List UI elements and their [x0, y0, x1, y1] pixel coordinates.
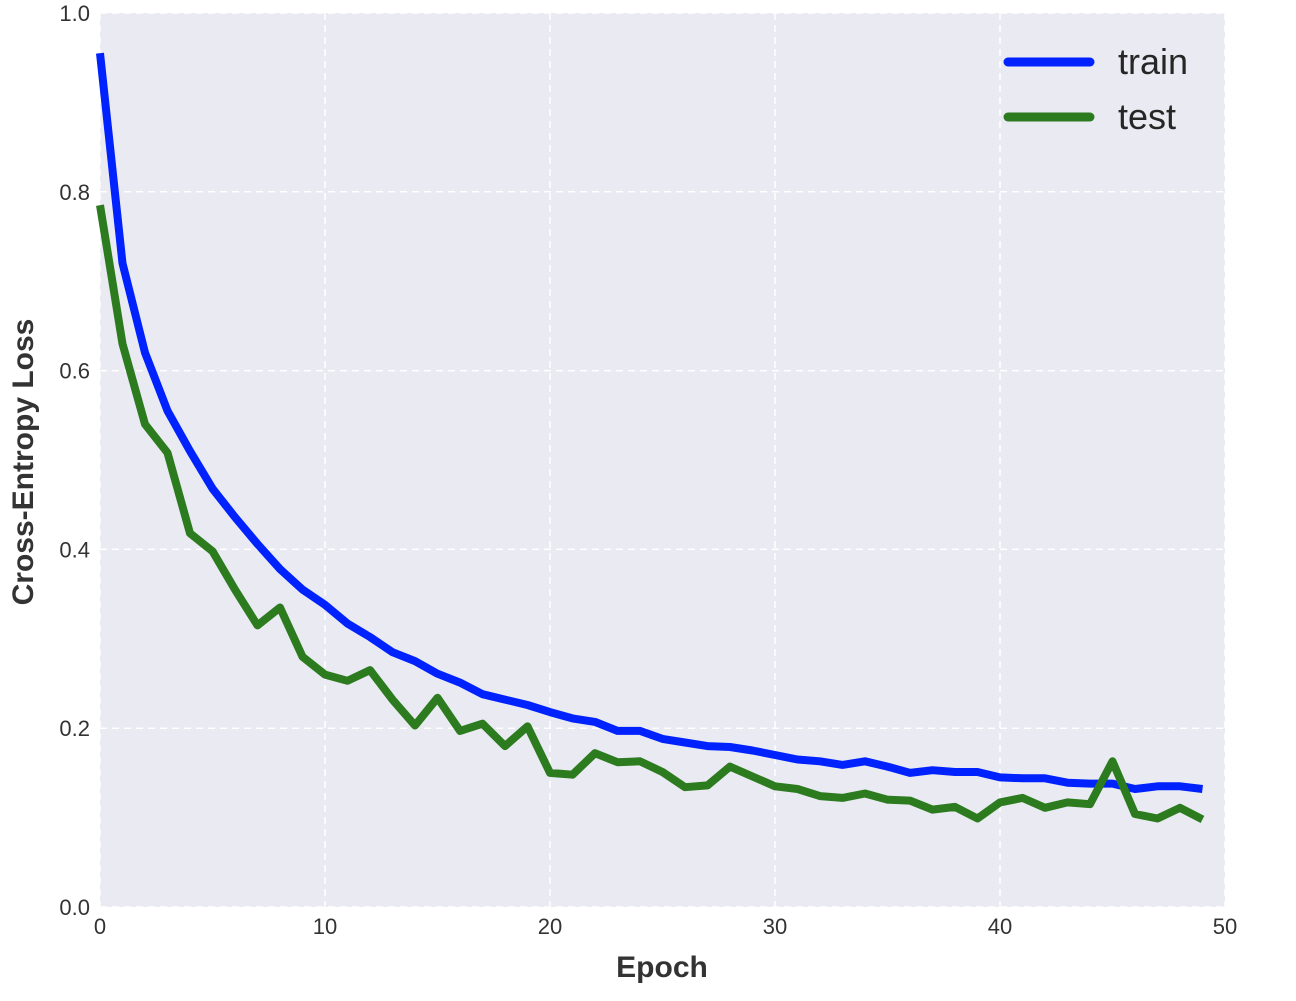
- x-axis-ticks: 0 10 20 30 40 50: [94, 914, 1237, 939]
- y-tick-label: 0.4: [59, 537, 90, 562]
- x-tick-label: 50: [1213, 914, 1237, 939]
- y-tick-label: 0.2: [59, 716, 90, 741]
- y-axis-title: Cross-Entropy Loss: [7, 319, 40, 606]
- x-tick-label: 30: [763, 914, 787, 939]
- x-tick-label: 40: [988, 914, 1012, 939]
- y-tick-label: 0.0: [59, 895, 90, 920]
- x-tick-label: 10: [313, 914, 337, 939]
- legend: train test: [1003, 41, 1188, 137]
- legend-label-train: train: [1118, 41, 1188, 82]
- y-tick-label: 0.8: [59, 180, 90, 205]
- x-tick-label: 20: [538, 914, 562, 939]
- plot-area-background: [100, 13, 1225, 907]
- y-tick-label: 1.0: [59, 1, 90, 26]
- x-tick-label: 0: [94, 914, 106, 939]
- y-tick-label: 0.6: [59, 359, 90, 384]
- series-line-test: [96, 204, 1205, 823]
- gridlines: [99, 12, 1226, 908]
- y-axis-ticks: 0.0 0.2 0.4 0.6 0.8 1.0: [59, 1, 90, 920]
- legend-label-test: test: [1118, 96, 1176, 137]
- series-line-train: [96, 52, 1203, 793]
- series-lines: [96, 52, 1205, 823]
- x-axis-title: Epoch: [616, 951, 708, 984]
